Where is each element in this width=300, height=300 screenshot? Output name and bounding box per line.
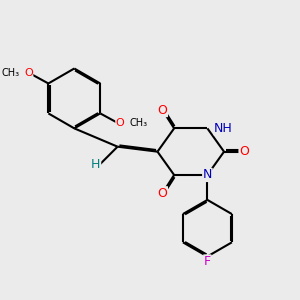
Text: CH₃: CH₃	[129, 118, 147, 128]
Text: H: H	[91, 158, 101, 172]
Text: O: O	[158, 103, 167, 117]
Text: N: N	[203, 169, 212, 182]
Text: O: O	[239, 145, 249, 158]
Text: O: O	[116, 118, 124, 128]
Text: CH₃: CH₃	[1, 68, 20, 79]
Text: F: F	[204, 255, 211, 268]
Text: NH: NH	[214, 122, 233, 135]
Text: O: O	[158, 187, 167, 200]
Text: O: O	[24, 68, 33, 79]
